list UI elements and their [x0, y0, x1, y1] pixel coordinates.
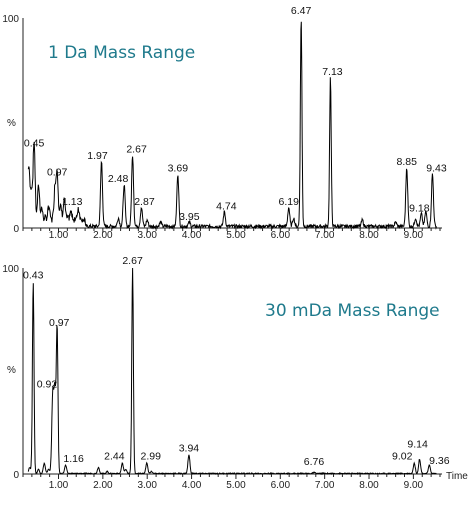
peak-label: 9.18 [409, 202, 430, 214]
x-tick-label: 7.00 [315, 230, 335, 241]
peak-label: 9.43 [426, 163, 447, 175]
x-tick-label: 9.00 [404, 480, 424, 491]
peak-label: 2.87 [134, 196, 155, 208]
peak-label: 6.19 [279, 196, 300, 208]
y-axis-label-1da: % [7, 118, 16, 129]
x-axis-label-time: Time [446, 471, 468, 482]
peak-label: 8.85 [397, 156, 418, 168]
peak-label: 1.16 [63, 453, 84, 465]
x-tick-label: 9.00 [404, 230, 424, 241]
peak-label: 3.94 [179, 442, 200, 454]
x-tick-label: 8.00 [359, 230, 379, 241]
peak-label: 2.67 [126, 144, 147, 156]
peak-label: 0.97 [47, 167, 68, 179]
peak-label: 0.92 [37, 379, 58, 391]
x-tick-label: 1.00 [49, 230, 69, 241]
peak-label: 2.67 [122, 255, 143, 267]
peak-label: 0.45 [24, 137, 45, 149]
y-tick-label: 100 [2, 264, 19, 275]
x-tick-label: 3.00 [137, 230, 157, 241]
x-tick-label: 2.00 [93, 480, 113, 491]
panel-title-1da: 1 Da Mass Range [48, 43, 195, 63]
y-tick-label: 0 [13, 470, 19, 481]
x-tick-label: 5.00 [226, 480, 246, 491]
x-tick-label: 6.00 [271, 480, 291, 491]
y-axis-label-30mda: % [7, 365, 16, 376]
chromatogram-panel-1da: 1 Da Mass Range % 0 100 1.00 2.00 3.00 4.00 5.… [2, 5, 447, 241]
peak-label: 1.13 [62, 196, 83, 208]
x-tick-label: 1.00 [49, 480, 69, 491]
peak-label: 4.74 [216, 200, 237, 212]
chromatogram-trace [27, 267, 437, 476]
chromatogram-trace [27, 21, 437, 230]
peak-label: 2.44 [104, 451, 125, 463]
x-tick-label: 2.00 [93, 230, 113, 241]
x-tick-label: 4.00 [182, 230, 202, 241]
y-tick-label: 100 [2, 14, 19, 25]
panel-title-30mda: 30 mDa Mass Range [265, 301, 440, 321]
peak-label: 2.99 [141, 451, 162, 463]
chromatogram-panel-30mda: 30 mDa Mass Range % Time 0 100 1.00 2.00 3.0… [2, 255, 468, 491]
peak-label: 2.48 [108, 173, 129, 185]
peak-label: 9.14 [407, 439, 428, 451]
peak-label: 3.95 [179, 211, 200, 223]
peak-label: 0.97 [49, 317, 70, 329]
x-tick-label: 4.00 [182, 480, 202, 491]
peak-label: 6.47 [291, 5, 312, 17]
x-tick-label: 8.00 [359, 480, 379, 491]
x-tick-label: 5.00 [226, 230, 246, 241]
x-tick-label: 3.00 [137, 480, 157, 491]
peak-label: 0.43 [23, 269, 44, 281]
peak-label: 3.69 [168, 163, 189, 175]
x-tick-label: 6.00 [271, 230, 291, 241]
x-tick-label: 7.00 [315, 480, 335, 491]
peak-label: 9.02 [392, 451, 413, 463]
peak-label: 6.76 [304, 456, 325, 468]
peak-label: 9.36 [429, 455, 450, 467]
peak-label: 7.13 [322, 66, 343, 78]
y-tick-label: 0 [13, 224, 19, 235]
peak-label: 1.97 [87, 150, 108, 162]
